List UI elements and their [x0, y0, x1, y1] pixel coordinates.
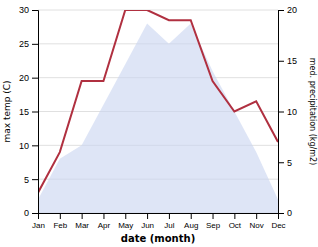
tick-label: Apr: [98, 221, 111, 230]
tick-label: 25: [19, 39, 29, 49]
x-axis-title: date (month): [121, 233, 195, 244]
tick-label: Sep: [206, 221, 221, 230]
tick-label: 0: [287, 208, 292, 218]
tick: Nov: [250, 213, 264, 230]
tick-label: Jul: [164, 221, 174, 230]
tick-label: 20: [19, 73, 29, 83]
tick: Jul: [164, 213, 174, 230]
tick-label: 15: [287, 56, 297, 66]
tick: Feb: [53, 213, 67, 230]
tick-mark: [32, 112, 38, 113]
tick-mark: [82, 213, 83, 219]
axis-line: [39, 213, 279, 214]
tick-mark: [32, 10, 38, 11]
tick-mark: [213, 213, 214, 219]
tick: 0: [278, 208, 292, 218]
x-axis: Jan Feb Mar Apr May Jun Jul Aug Sep Oct Nov Dec: [32, 213, 286, 230]
tick-mark: [60, 213, 61, 219]
tick-label: 5: [24, 175, 29, 185]
tick: 5: [278, 158, 292, 168]
tick-label: 20: [287, 5, 297, 15]
tick-mark: [125, 213, 126, 219]
axis-line: [32, 11, 39, 214]
tick: Apr: [98, 213, 111, 230]
tick-label: Oct: [229, 221, 242, 230]
tick-mark: [147, 213, 148, 219]
tick: 25: [19, 39, 38, 49]
tick-label: May: [118, 221, 133, 230]
tick-label: Aug: [184, 221, 198, 230]
tick-mark: [278, 213, 284, 214]
tick: Jan: [32, 213, 45, 230]
tick-label: Mar: [75, 221, 89, 230]
tick-mark: [278, 162, 284, 163]
tick-mark: [32, 213, 38, 214]
y2-axis: 0 5 10 15 20: [278, 5, 297, 218]
tick: 10: [19, 141, 38, 151]
tick-label: Dec: [271, 221, 285, 230]
tick: 10: [278, 107, 297, 117]
line: [38, 10, 278, 193]
tick: 30: [19, 5, 38, 15]
grid: [38, 10, 278, 213]
tick: 0: [24, 208, 38, 218]
tick-mark: [278, 112, 284, 113]
tick-label: 0: [24, 208, 29, 218]
tick: Sep: [206, 213, 221, 230]
y2-axis-title: med. precipitation (kg/m2): [308, 58, 317, 165]
tick: Mar: [75, 213, 89, 230]
tick-mark: [191, 213, 192, 219]
tick: 5: [24, 175, 38, 185]
tick-mark: [278, 61, 284, 62]
plot: JanFebMarAprMayJunJulAugSepOctNovDec0510…: [19, 5, 297, 229]
tick-label: 10: [19, 141, 29, 151]
y-axis: 0 5 10 15 20 25 30: [19, 5, 39, 218]
tick: 20: [19, 73, 38, 83]
tick-label: 15: [19, 107, 29, 117]
tick-mark: [169, 213, 170, 219]
marks: [38, 10, 278, 213]
tick-label: 5: [287, 158, 292, 168]
tick-label: Nov: [250, 221, 264, 230]
tick-mark: [32, 44, 38, 45]
area: [38, 24, 278, 213]
chart: JanFebMarAprMayJunJulAugSepOctNovDec0510…: [0, 0, 318, 247]
tick: Oct: [229, 213, 242, 230]
tick-mark: [32, 78, 38, 79]
tick-label: 10: [287, 107, 297, 117]
tick-mark: [234, 213, 235, 219]
tick: Aug: [184, 213, 198, 230]
tick-label: Jun: [141, 221, 154, 230]
tick: Dec: [271, 213, 285, 230]
tick-label: Feb: [53, 221, 67, 230]
tick: 15: [278, 56, 297, 66]
tick-mark: [103, 213, 104, 219]
axis-line: [279, 11, 285, 214]
tick: May: [118, 213, 133, 230]
tick: Jun: [141, 213, 154, 230]
y-axis-title: max temp (C): [2, 80, 12, 142]
tick-mark: [32, 145, 38, 146]
tick-mark: [278, 10, 284, 11]
tick-label: 30: [19, 5, 29, 15]
tick-mark: [256, 213, 257, 219]
tick-label: Jan: [32, 221, 45, 230]
grid-line: [38, 10, 278, 11]
tick-mark: [32, 179, 38, 180]
tick: 15: [19, 107, 38, 117]
tick: 20: [278, 5, 297, 15]
